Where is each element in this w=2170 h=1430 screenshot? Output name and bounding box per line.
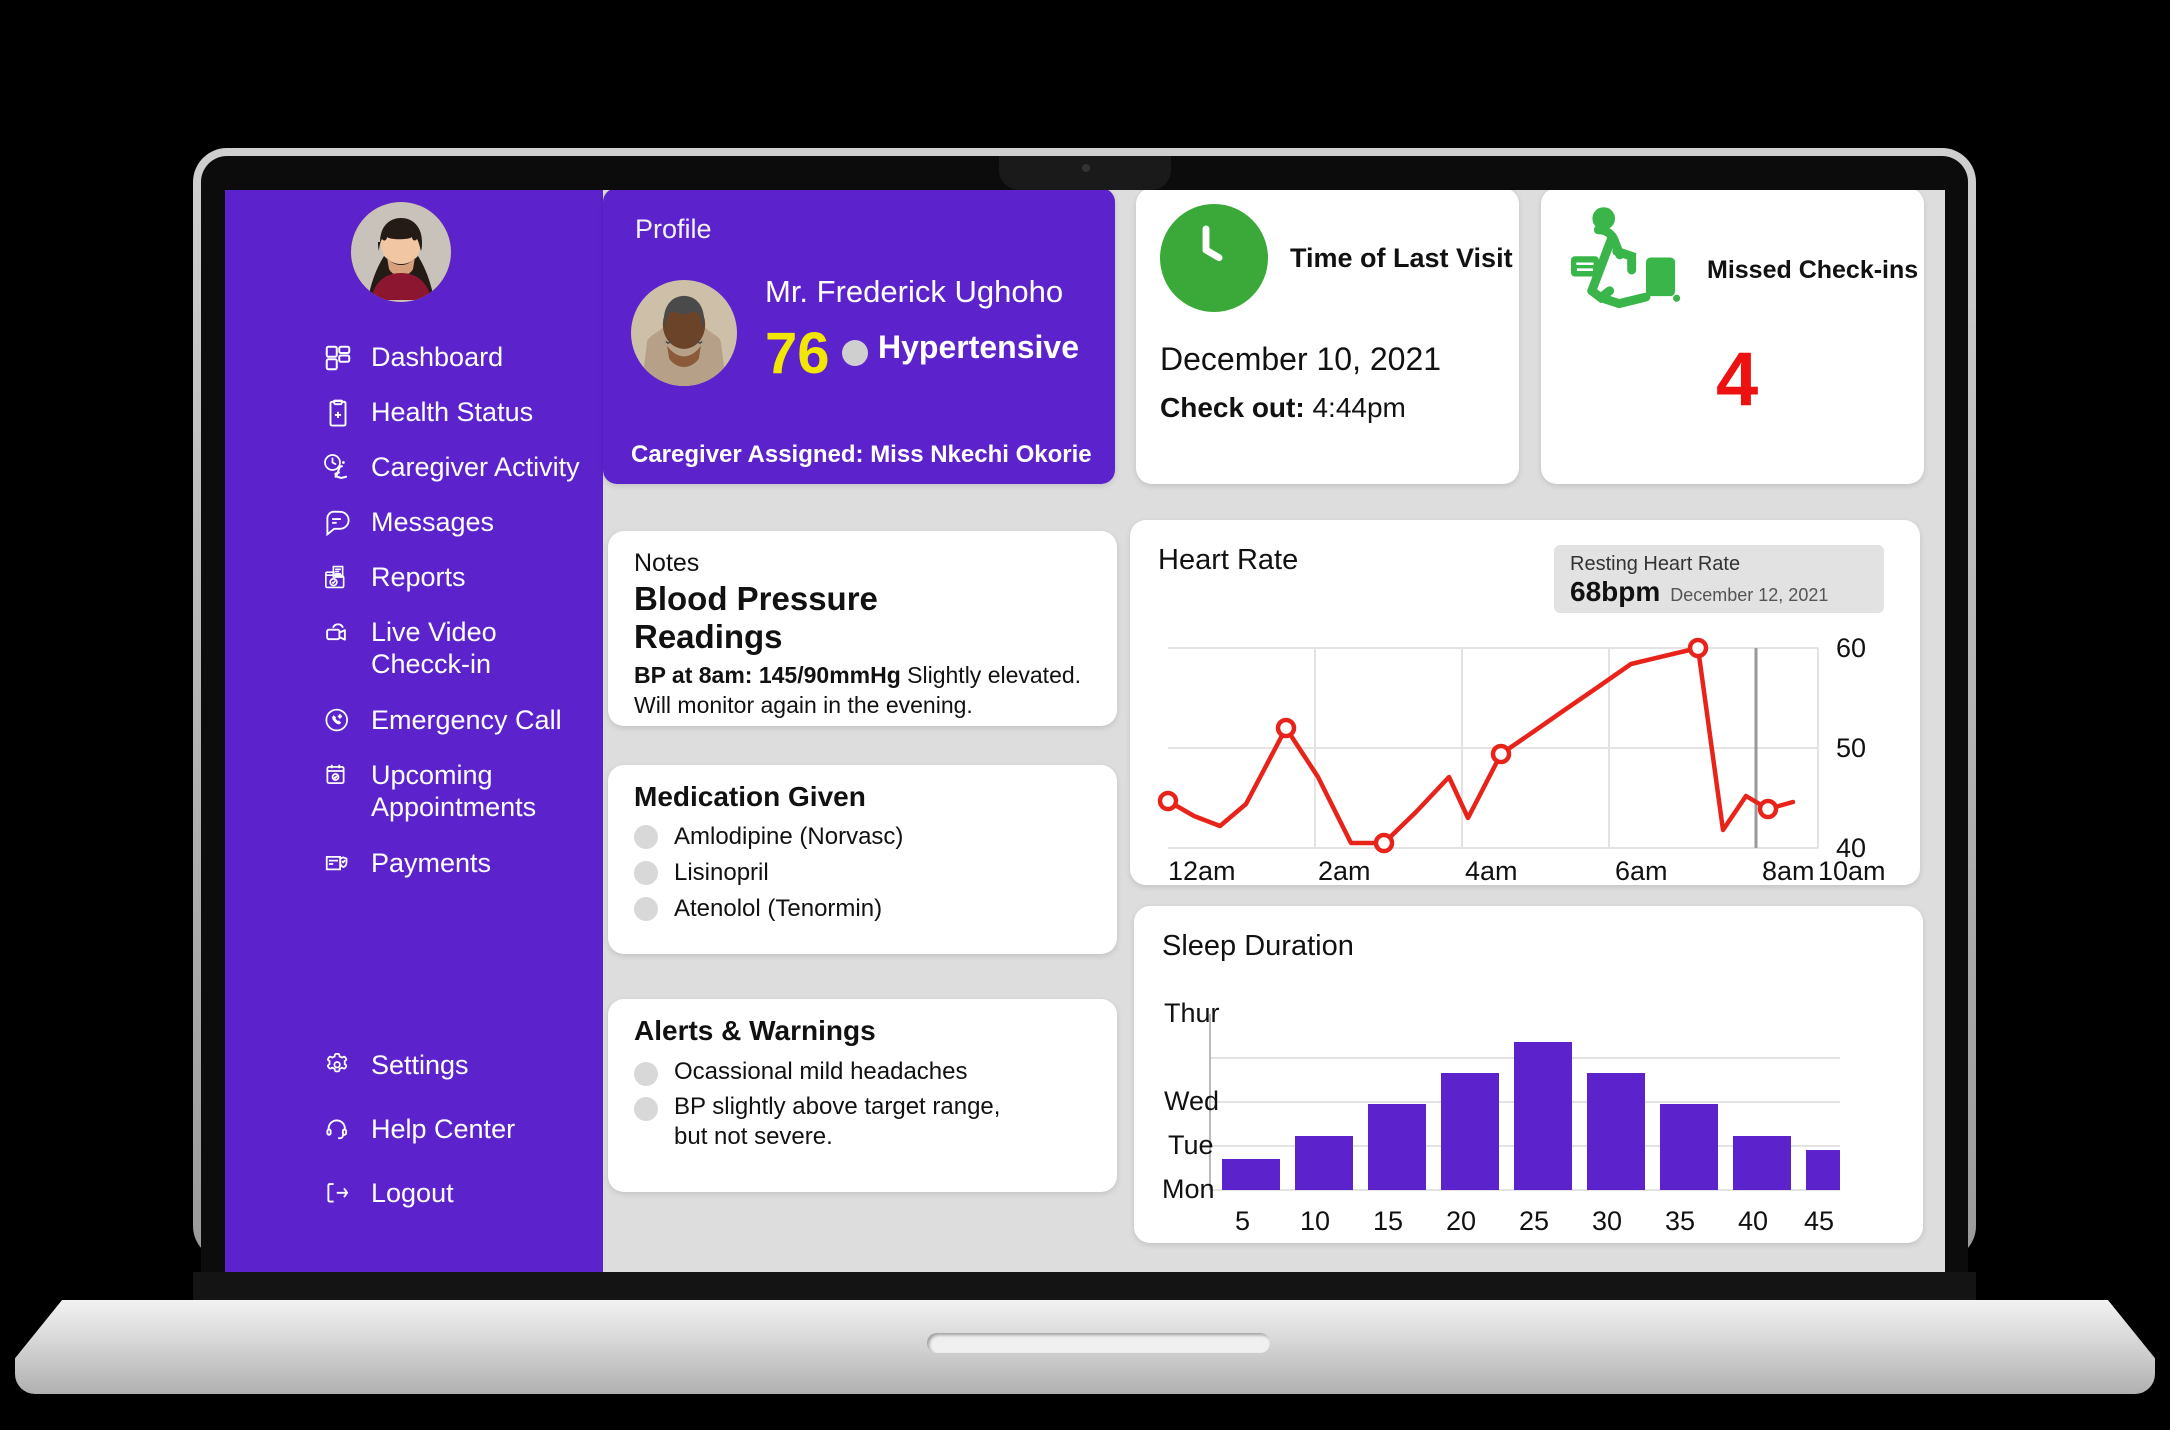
svg-text:8am: 8am [1762,856,1815,886]
svg-text:25: 25 [1519,1206,1549,1236]
svg-text:Mon: Mon [1162,1174,1215,1204]
svg-text:50: 50 [1836,733,1866,763]
svg-text:10am: 10am [1818,856,1886,886]
svg-text:45: 45 [1804,1206,1834,1236]
svg-text:10: 10 [1300,1206,1330,1236]
svg-text:4am: 4am [1465,856,1518,886]
svg-text:30: 30 [1592,1206,1622,1236]
svg-text:15: 15 [1373,1206,1403,1236]
svg-text:60: 60 [1836,633,1866,663]
svg-text:40: 40 [1738,1206,1768,1236]
svg-text:20: 20 [1446,1206,1476,1236]
svg-text:6am: 6am [1615,856,1668,886]
svg-text:35: 35 [1665,1206,1695,1236]
svg-text:Wed: Wed [1164,1086,1219,1116]
svg-text:Tue: Tue [1168,1130,1214,1160]
svg-text:12am: 12am [1168,856,1236,886]
svg-text:Thur: Thur [1164,998,1220,1028]
svg-text:2am: 2am [1318,856,1371,886]
svg-text:5: 5 [1235,1206,1250,1236]
